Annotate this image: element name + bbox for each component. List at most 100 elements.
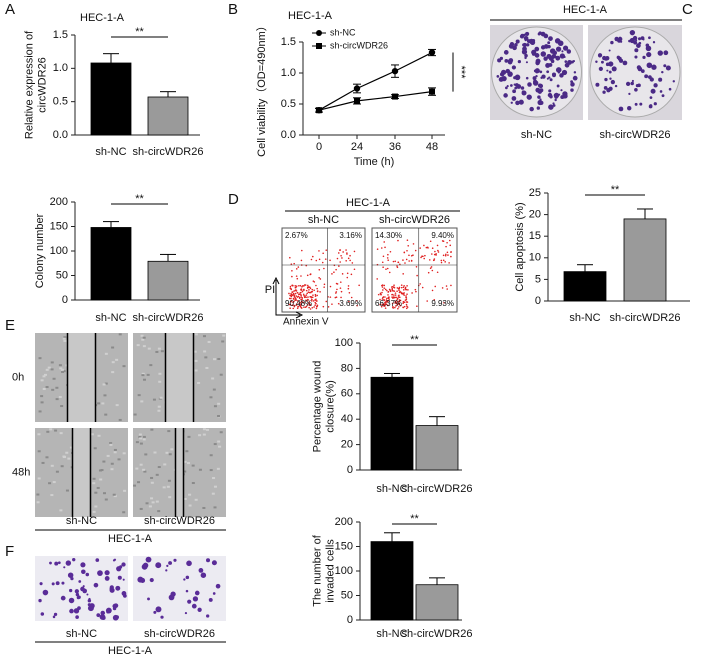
colony xyxy=(570,82,575,87)
invaded-cell xyxy=(139,577,146,583)
flow-event xyxy=(393,294,395,296)
texture xyxy=(109,442,113,445)
texture xyxy=(213,358,217,361)
flow-event xyxy=(450,251,452,253)
texture xyxy=(38,357,42,360)
colony xyxy=(515,100,520,106)
colony xyxy=(534,53,540,58)
flow-event xyxy=(421,255,423,258)
invaded-cell xyxy=(149,578,154,583)
invaded-cell xyxy=(208,597,213,602)
flow-event xyxy=(336,283,339,285)
flow-event xyxy=(382,296,385,298)
flow-event xyxy=(294,286,297,289)
colony xyxy=(523,35,529,41)
flow-event xyxy=(441,287,444,289)
colony xyxy=(537,83,543,88)
texture xyxy=(162,486,166,489)
y-tick-label: 0 xyxy=(62,294,68,306)
texture xyxy=(47,366,51,369)
texture xyxy=(106,454,110,457)
colony xyxy=(548,89,552,93)
colony xyxy=(513,76,517,80)
colony xyxy=(498,77,504,82)
flow-event xyxy=(386,267,389,270)
y-tick-label: 0.0 xyxy=(281,129,296,141)
texture xyxy=(141,374,145,377)
texture xyxy=(150,428,154,431)
flow-event xyxy=(297,266,300,268)
flow-event xyxy=(397,307,399,310)
texture xyxy=(59,509,63,512)
colony xyxy=(510,101,513,104)
colony xyxy=(635,83,640,88)
flow-event xyxy=(335,292,337,294)
invaded-cell xyxy=(53,612,58,617)
flow-event xyxy=(393,290,396,292)
invaded-cell xyxy=(112,603,118,609)
flow-event xyxy=(426,246,429,249)
flow-event xyxy=(309,287,312,290)
flow-event xyxy=(341,273,344,275)
texture xyxy=(36,493,40,496)
colony xyxy=(649,77,654,82)
colony xyxy=(661,70,664,74)
flow-event xyxy=(298,297,301,299)
flow-event xyxy=(406,306,409,308)
colony xyxy=(603,86,608,90)
flow-event xyxy=(381,303,383,306)
texture xyxy=(111,346,115,349)
texture xyxy=(168,453,172,456)
flow-event xyxy=(299,293,301,296)
panel-label: B xyxy=(228,1,238,18)
colony xyxy=(532,80,539,86)
flow-event xyxy=(309,303,312,306)
flow-event xyxy=(301,249,303,252)
texture xyxy=(115,358,119,361)
flow-event xyxy=(293,294,296,296)
invaded-cell xyxy=(109,585,114,590)
plate xyxy=(589,26,681,118)
flow-event xyxy=(435,254,437,256)
flow-event xyxy=(323,283,326,286)
colony xyxy=(640,69,645,74)
bar xyxy=(563,271,607,302)
flow-event xyxy=(295,303,298,306)
flow-event xyxy=(301,296,304,299)
texture xyxy=(141,372,145,375)
texture xyxy=(212,477,216,480)
flow-event xyxy=(341,257,343,259)
invaded-cell xyxy=(211,560,217,566)
image-label: sh-NC xyxy=(521,129,552,141)
texture xyxy=(59,432,63,435)
texture xyxy=(157,405,161,408)
flow-x-label: Annexin V xyxy=(283,317,329,328)
significance: ** xyxy=(135,26,144,38)
colony xyxy=(511,96,517,101)
texture xyxy=(222,334,226,337)
flow-event xyxy=(294,285,297,287)
flow-event xyxy=(402,302,404,305)
invaded-cell xyxy=(75,592,80,597)
y-tick-label: 150 xyxy=(335,540,353,552)
flow-event xyxy=(379,292,382,295)
group-label: HEC-1-A xyxy=(108,533,153,545)
flow-event xyxy=(396,297,399,299)
colony xyxy=(555,55,561,61)
texture xyxy=(216,467,220,470)
colony xyxy=(508,58,514,63)
colony xyxy=(507,71,513,77)
texture xyxy=(104,498,108,501)
invaded-cell xyxy=(99,614,106,620)
flow-event xyxy=(316,304,319,307)
texture xyxy=(142,468,146,471)
texture xyxy=(43,373,47,376)
invaded-cell xyxy=(191,603,197,609)
flow-event xyxy=(290,295,293,297)
texture xyxy=(50,368,54,371)
invaded-cell xyxy=(198,568,204,573)
texture xyxy=(209,454,213,457)
colony xyxy=(601,60,604,64)
flow-event xyxy=(315,305,318,308)
flow-event xyxy=(318,268,321,271)
